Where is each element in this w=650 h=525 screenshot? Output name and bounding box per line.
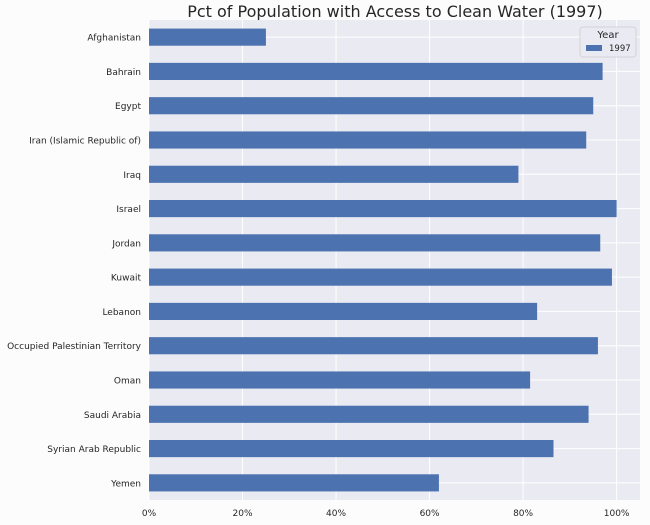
y-tick-labels: Afghanistan Bahrain Egypt Iran (Islamic Rep… [7, 34, 142, 490]
x-tick-label: 100% [604, 509, 630, 519]
y-tick-label: Iran (Islamic Republic of) [29, 137, 141, 147]
bar [149, 28, 266, 46]
y-tick-label: Egypt [115, 102, 141, 112]
bar [149, 268, 612, 286]
bar [149, 371, 531, 389]
plot-area [149, 20, 640, 500]
y-tick-label: Oman [114, 377, 141, 387]
x-tick-label: 40% [326, 509, 346, 519]
x-tick-label: 80% [513, 509, 533, 519]
y-tick-label: Jordan [111, 239, 141, 249]
bar [149, 474, 439, 492]
y-tick-label: Saudi Arabia [84, 411, 141, 421]
bar [149, 405, 589, 423]
x-tick-labels: 0% 20% 40% 60% 80% 100% [142, 509, 630, 519]
legend-label: 1997 [609, 44, 631, 54]
bar [149, 131, 587, 149]
bar [149, 440, 554, 458]
legend-title: Year [596, 30, 619, 41]
bar [149, 337, 598, 355]
bar [149, 62, 603, 80]
bars [149, 28, 617, 492]
legend: Year 1997 [579, 26, 637, 58]
y-tick-label: Bahrain [106, 68, 141, 78]
y-tick-label: Lebanon [102, 308, 141, 318]
bar [149, 234, 601, 252]
y-tick-label: Israel [116, 205, 141, 215]
x-tick-label: 60% [420, 509, 440, 519]
legend-swatch [586, 45, 602, 51]
y-tick-label: Syrian Arab Republic [47, 445, 141, 455]
y-tick-label: Iraq [123, 171, 141, 181]
bar [149, 302, 538, 320]
y-tick-label: Afghanistan [87, 34, 141, 44]
bar [149, 165, 519, 183]
y-tick-label: Kuwait [111, 274, 142, 284]
y-tick-label: Yemen [110, 479, 141, 489]
x-tick-label: 0% [142, 509, 157, 519]
y-tick-label: Occupied Palestinian Territory [7, 342, 142, 352]
bar [149, 200, 617, 218]
bar [149, 97, 594, 115]
x-tick-label: 20% [233, 509, 253, 519]
chart-title: Pct of Population with Access to Clean W… [187, 2, 603, 21]
